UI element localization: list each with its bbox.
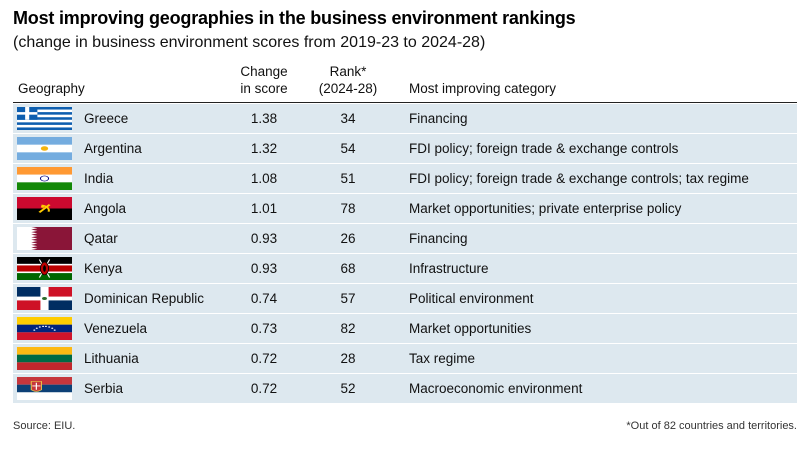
geography-cell: Greece [84, 111, 129, 126]
dominican-republic-flag-icon [17, 287, 72, 310]
change-score-cell: 0.73 [250, 321, 278, 336]
footnote: *Out of 82 countries and territories. [626, 420, 797, 432]
header-rank-line1: Rank* [329, 64, 367, 79]
rank-cell: 28 [340, 351, 356, 366]
kenya-flag-icon [17, 257, 72, 280]
category-cell: Macroeconomic environment [409, 381, 583, 396]
geography-cell: Lithuania [84, 351, 139, 366]
greece-flag-icon [17, 107, 72, 130]
category-cell: Infrastructure [409, 261, 489, 276]
header-category: Most improving category [409, 81, 557, 96]
change-score-cell: 0.74 [250, 291, 278, 306]
rank-cell: 68 [340, 261, 356, 276]
change-score-cell: 0.72 [250, 351, 278, 366]
angola-flag-icon [17, 197, 72, 220]
rank-cell: 51 [340, 171, 356, 186]
category-cell: Political environment [409, 291, 534, 306]
source-note: Source: EIU. [13, 420, 76, 432]
change-score-cell: 0.93 [250, 231, 278, 246]
rank-cell: 52 [340, 381, 356, 396]
india-flag-icon [17, 167, 72, 190]
table-row: Argentina 1.32 54 FDI policy; foreign tr… [13, 134, 797, 164]
header-change: Change in score [232, 63, 296, 97]
geography-cell: Serbia [84, 381, 124, 396]
header-change-line1: Change [240, 64, 288, 79]
header-rank-line2: (2024-28) [318, 81, 378, 96]
geography-cell: Venezuela [84, 321, 148, 336]
table-row: Greece 1.38 34 Financing [13, 104, 797, 134]
chart-subtitle: (change in business environment scores f… [13, 34, 486, 51]
header-geography: Geography [18, 81, 85, 96]
table-row: Lithuania 0.72 28 Tax regime [13, 344, 797, 374]
category-cell: Tax regime [409, 351, 476, 366]
serbia-flag-icon [17, 377, 72, 400]
category-cell: Market opportunities; private enterprise… [409, 201, 682, 216]
rank-cell: 54 [340, 141, 356, 156]
table-row: India 1.08 51 FDI policy; foreign trade … [13, 164, 797, 194]
change-score-cell: 0.72 [250, 381, 278, 396]
change-score-cell: 1.32 [250, 141, 278, 156]
table-row: Angola 1.01 78 Market opportunities; pri… [13, 194, 797, 224]
rank-cell: 34 [340, 111, 356, 126]
table-row: Serbia 0.72 52 Macroeconomic environment [13, 374, 797, 404]
rank-cell: 26 [340, 231, 356, 246]
table-body: Greece 1.38 34 Financing Argentina 1.32 … [13, 104, 797, 404]
table-row: Kenya 0.93 68 Infrastructure [13, 254, 797, 284]
category-cell: Financing [409, 231, 468, 246]
header-rank: Rank* (2024-28) [312, 63, 384, 97]
rank-cell: 57 [340, 291, 356, 306]
header-change-line2: in score [240, 81, 288, 96]
rank-cell: 82 [340, 321, 356, 336]
geography-cell: Kenya [84, 261, 123, 276]
change-score-cell: 1.01 [250, 201, 278, 216]
argentina-flag-icon [17, 137, 72, 160]
geography-cell: Argentina [84, 141, 142, 156]
change-score-cell: 1.08 [250, 171, 278, 186]
chart-title: Most improving geographies in the busine… [13, 8, 576, 28]
table-row: Dominican Republic 0.74 57 Political env… [13, 284, 797, 314]
geography-cell: India [84, 171, 114, 186]
venezuela-flag-icon [17, 317, 72, 340]
category-cell: FDI policy; foreign trade & exchange con… [409, 171, 749, 186]
category-cell: Market opportunities [409, 321, 532, 336]
lithuania-flag-icon [17, 347, 72, 370]
change-score-cell: 0.93 [250, 261, 278, 276]
category-cell: Financing [409, 111, 468, 126]
qatar-flag-icon [17, 227, 72, 250]
table-row: Venezuela 0.73 82 Market opportunities [13, 314, 797, 344]
table-row: Qatar 0.93 26 Financing [13, 224, 797, 254]
change-score-cell: 1.38 [250, 111, 278, 126]
geography-cell: Dominican Republic [84, 291, 205, 306]
header-rule [13, 102, 797, 103]
geography-cell: Qatar [84, 231, 118, 246]
category-cell: FDI policy; foreign trade & exchange con… [409, 141, 679, 156]
rank-cell: 78 [340, 201, 356, 216]
geography-cell: Angola [84, 201, 127, 216]
